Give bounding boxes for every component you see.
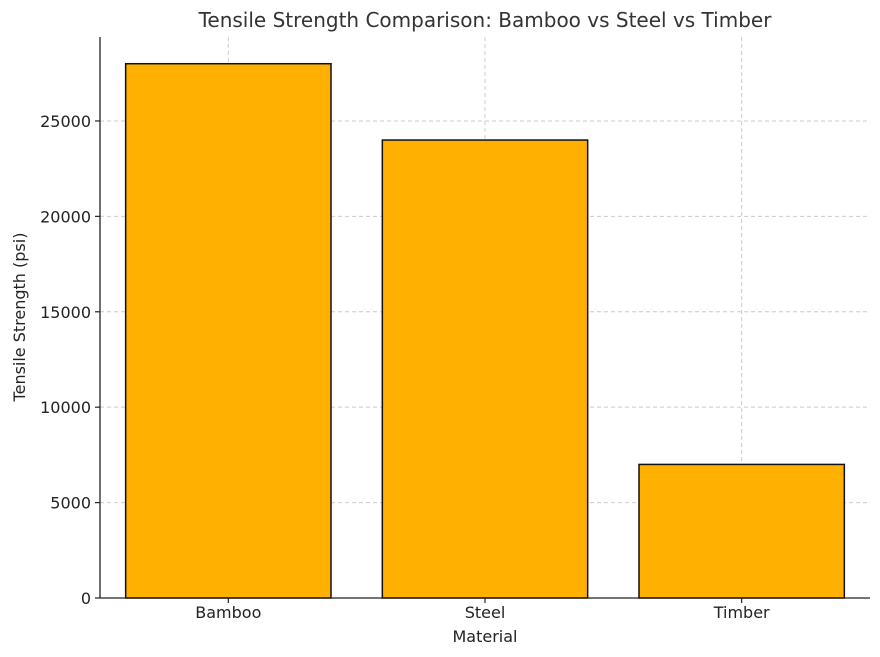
y-axis-label: Tensile Strength (psi): [10, 233, 29, 403]
x-axis-label: Material: [453, 627, 518, 646]
y-ticks: 0 5000 10000 15000 20000 25000: [40, 112, 100, 608]
y-tick-label: 15000: [40, 303, 91, 322]
bar-steel: [381, 139, 589, 599]
y-tick-label: 20000: [40, 207, 91, 226]
x-ticks: Bamboo Steel Timber: [195, 598, 770, 622]
y-tick-label: 0: [81, 589, 91, 608]
y-tick-label: 10000: [40, 398, 91, 417]
y-tick-label: 25000: [40, 112, 91, 131]
y-tick-label: 5000: [50, 494, 91, 513]
x-tick-label: Timber: [713, 603, 770, 622]
chart-title: Tensile Strength Comparison: Bamboo vs S…: [198, 8, 773, 32]
x-tick-label: Bamboo: [195, 603, 261, 622]
bar-timber: [638, 463, 846, 599]
bar-bamboo: [124, 62, 332, 599]
x-tick-label: Steel: [465, 603, 506, 622]
bars: [124, 62, 846, 599]
